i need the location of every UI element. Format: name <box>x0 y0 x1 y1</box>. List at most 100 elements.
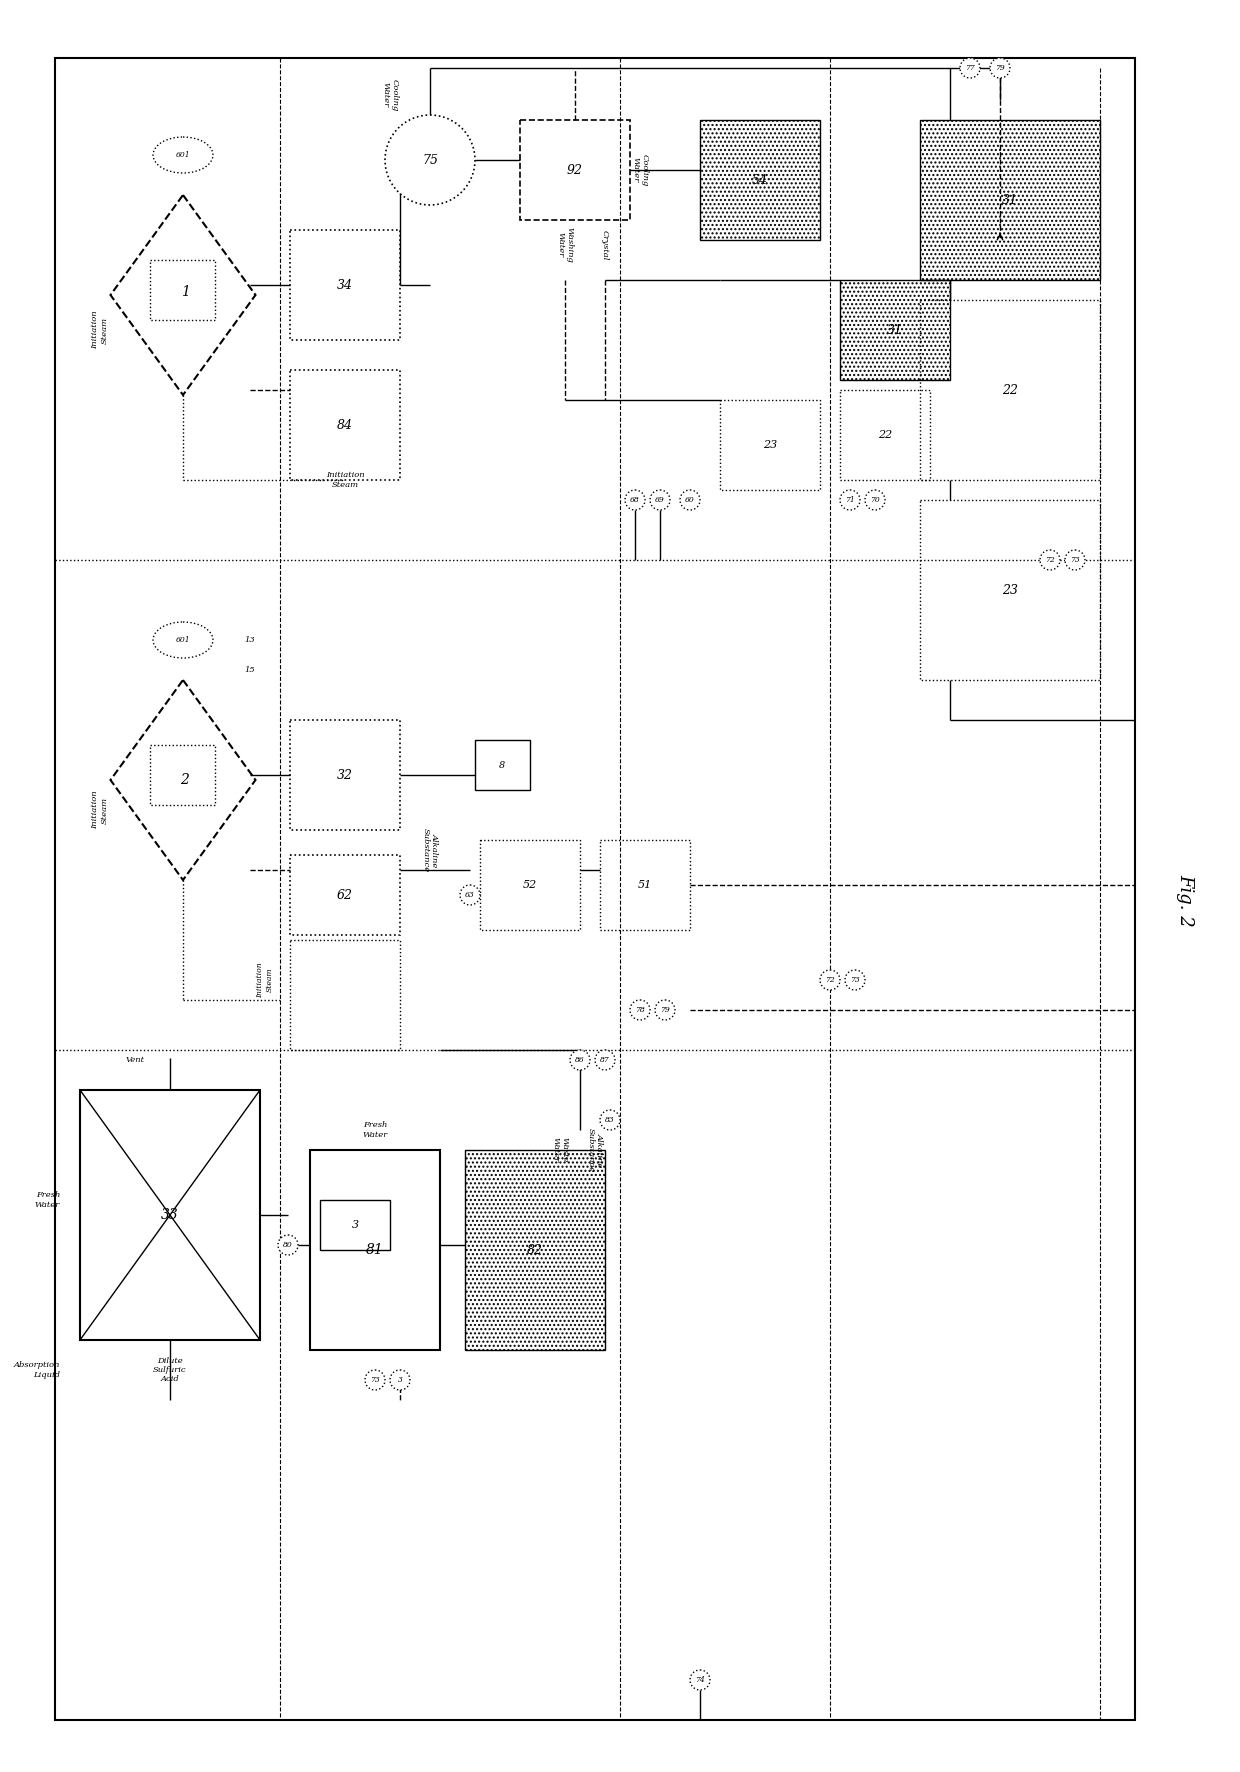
Circle shape <box>460 884 480 905</box>
Text: Vent: Vent <box>126 1056 145 1063</box>
Text: Waste
Water: Waste Water <box>552 1138 569 1162</box>
Text: 23: 23 <box>1002 583 1018 597</box>
Text: Fresh
Water: Fresh Water <box>35 1191 60 1209</box>
Circle shape <box>1040 549 1060 571</box>
Text: 23: 23 <box>763 439 777 450</box>
Bar <box>920 299 1100 480</box>
Text: 2: 2 <box>181 773 190 787</box>
Circle shape <box>278 1235 298 1255</box>
Bar <box>720 400 820 491</box>
Text: 3: 3 <box>398 1377 403 1384</box>
Text: 22: 22 <box>1002 383 1018 397</box>
Text: Absorption
Liquid: Absorption Liquid <box>14 1361 60 1379</box>
Text: Initiation
Steam: Initiation Steam <box>326 471 365 489</box>
Text: Washing
Water: Washing Water <box>557 227 574 262</box>
Text: Initiation
Steam: Initiation Steam <box>257 962 274 998</box>
Bar <box>920 500 1100 680</box>
Text: 31: 31 <box>887 324 903 337</box>
Circle shape <box>655 999 675 1021</box>
Text: 63: 63 <box>465 891 475 898</box>
Circle shape <box>866 491 885 510</box>
Text: 86: 86 <box>575 1056 585 1063</box>
Text: 15: 15 <box>244 666 255 673</box>
Text: Dilute
Sulfuric
Acid: Dilute Sulfuric Acid <box>154 1357 187 1384</box>
Text: 83: 83 <box>605 1116 615 1123</box>
Text: 72: 72 <box>825 976 835 983</box>
Text: 77: 77 <box>965 64 975 73</box>
Circle shape <box>960 58 980 78</box>
Circle shape <box>820 969 839 991</box>
Bar <box>290 230 401 340</box>
Text: Cooling
Water: Cooling Water <box>631 154 649 186</box>
Bar <box>55 58 1135 1721</box>
Circle shape <box>600 1109 620 1131</box>
Bar <box>839 390 930 480</box>
Bar <box>290 856 401 936</box>
Bar <box>465 1150 605 1350</box>
Text: Fig. 2: Fig. 2 <box>1176 874 1194 927</box>
Circle shape <box>844 969 866 991</box>
Text: Initiation
Steam: Initiation Steam <box>92 310 109 349</box>
Text: 1: 1 <box>181 285 190 299</box>
Bar <box>920 120 1100 280</box>
Text: 92: 92 <box>567 163 583 177</box>
Text: 73: 73 <box>1070 556 1080 563</box>
Text: 84: 84 <box>337 418 353 432</box>
Bar <box>290 939 401 1051</box>
Text: 71: 71 <box>846 496 854 503</box>
Text: Initiation
Steam: Initiation Steam <box>92 790 109 829</box>
Text: 79: 79 <box>660 1006 670 1014</box>
Text: 3: 3 <box>351 1219 358 1230</box>
Circle shape <box>680 491 701 510</box>
Text: 73: 73 <box>370 1377 379 1384</box>
Text: 74: 74 <box>696 1676 704 1683</box>
Text: Cooling
Water: Cooling Water <box>382 78 398 112</box>
Bar <box>701 120 820 239</box>
Circle shape <box>391 1370 410 1389</box>
Text: 22: 22 <box>878 431 892 439</box>
Bar <box>320 1200 391 1249</box>
Text: Alkaline
Substance: Alkaline Substance <box>422 828 439 872</box>
Bar <box>150 260 215 321</box>
Text: 8: 8 <box>498 760 505 769</box>
Text: 82: 82 <box>527 1244 543 1256</box>
Text: 87: 87 <box>600 1056 610 1063</box>
Bar <box>150 744 215 804</box>
Bar <box>81 1090 260 1340</box>
Bar <box>290 370 401 480</box>
Ellipse shape <box>153 622 213 657</box>
Circle shape <box>384 115 475 206</box>
Circle shape <box>650 491 670 510</box>
Circle shape <box>689 1669 711 1690</box>
Bar <box>310 1150 440 1350</box>
Text: Crystal: Crystal <box>601 230 609 260</box>
Circle shape <box>365 1370 384 1389</box>
Circle shape <box>625 491 645 510</box>
Bar <box>839 280 950 379</box>
Bar <box>290 719 401 829</box>
Text: 13: 13 <box>244 636 255 643</box>
Text: 69: 69 <box>655 496 665 503</box>
Circle shape <box>839 491 861 510</box>
Circle shape <box>630 999 650 1021</box>
Text: Fresh
Water: Fresh Water <box>362 1122 388 1139</box>
Text: 54: 54 <box>751 174 768 186</box>
Text: 33: 33 <box>161 1209 179 1223</box>
Text: 72: 72 <box>1045 556 1055 563</box>
Bar <box>600 840 689 930</box>
Text: Alkaline
Substance: Alkaline Substance <box>587 1127 604 1171</box>
Circle shape <box>990 58 1011 78</box>
Bar <box>480 840 580 930</box>
Ellipse shape <box>153 136 213 174</box>
Text: 32: 32 <box>337 769 353 781</box>
Text: 79: 79 <box>996 64 1004 73</box>
Text: 78: 78 <box>635 1006 645 1014</box>
Text: 31: 31 <box>1002 193 1018 207</box>
Circle shape <box>570 1051 590 1070</box>
Text: 73: 73 <box>851 976 859 983</box>
Text: 68: 68 <box>630 496 640 503</box>
Text: 52: 52 <box>523 881 537 890</box>
Text: 51: 51 <box>637 881 652 890</box>
Text: 70: 70 <box>870 496 880 503</box>
Bar <box>475 741 529 790</box>
